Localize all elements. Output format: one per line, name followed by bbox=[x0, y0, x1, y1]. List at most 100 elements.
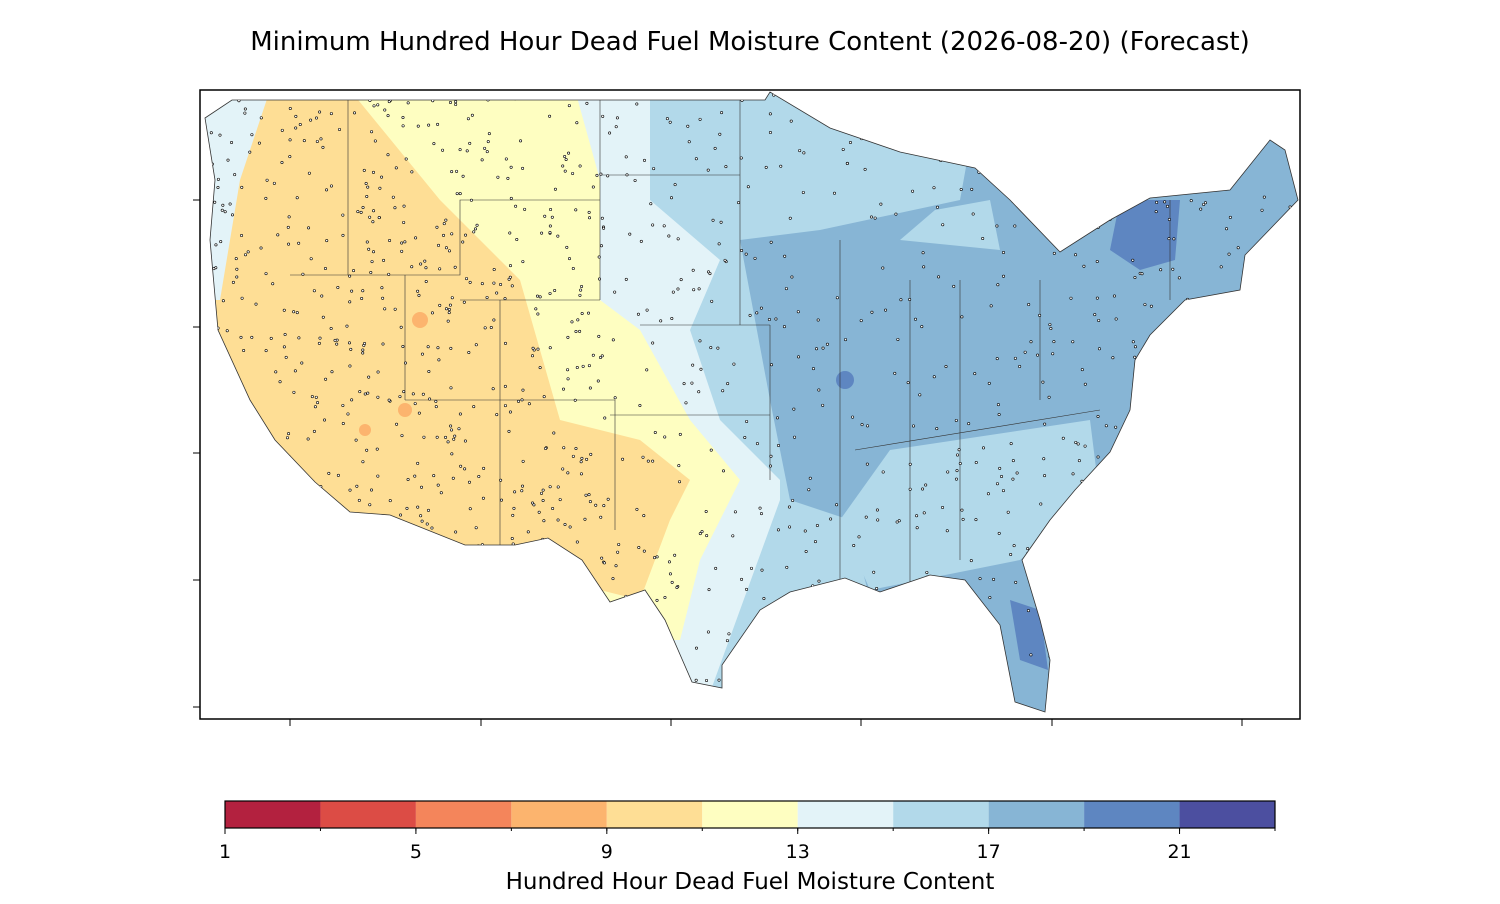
station-dot bbox=[707, 588, 711, 592]
station-dot bbox=[432, 142, 436, 146]
station-dot bbox=[705, 534, 709, 538]
station-dot bbox=[370, 130, 374, 134]
station-dot bbox=[520, 398, 524, 402]
station-dot bbox=[776, 528, 780, 532]
station-dot bbox=[733, 510, 737, 514]
station-dot bbox=[659, 319, 663, 323]
station-dot bbox=[876, 518, 880, 522]
station-dot bbox=[240, 234, 244, 238]
colorbar-segment bbox=[893, 801, 989, 828]
station-dot bbox=[235, 267, 239, 271]
station-dot bbox=[1011, 459, 1015, 463]
station-dot bbox=[259, 116, 263, 120]
station-dot bbox=[492, 281, 496, 285]
station-dot bbox=[1159, 268, 1163, 272]
station-dot bbox=[579, 460, 583, 464]
station-dot bbox=[422, 435, 426, 439]
station-dot bbox=[348, 488, 352, 492]
station-dot bbox=[998, 466, 1002, 470]
station-dot bbox=[1189, 199, 1193, 203]
station-dot bbox=[995, 224, 999, 228]
station-dot bbox=[521, 459, 525, 463]
station-dot bbox=[587, 311, 591, 315]
station-dot bbox=[221, 203, 225, 207]
station-dot bbox=[745, 419, 749, 423]
station-dot bbox=[414, 236, 418, 240]
colorbar-tick-label: 9 bbox=[601, 841, 613, 863]
station-dot bbox=[881, 266, 885, 270]
station-dot bbox=[508, 275, 512, 279]
station-dot bbox=[286, 225, 290, 229]
station-dot bbox=[361, 206, 365, 210]
station-dot bbox=[508, 231, 512, 235]
station-dot bbox=[434, 405, 438, 409]
station-dot bbox=[989, 304, 993, 308]
station-dot bbox=[727, 632, 731, 636]
station-dot bbox=[667, 234, 671, 238]
station-dot bbox=[1047, 395, 1051, 399]
station-dot bbox=[954, 477, 958, 481]
station-dot bbox=[480, 158, 484, 162]
station-dot bbox=[811, 367, 815, 371]
station-dot bbox=[354, 438, 358, 442]
station-dot bbox=[240, 185, 244, 189]
station-dot bbox=[411, 392, 415, 396]
station-dot bbox=[585, 101, 589, 105]
station-dot bbox=[239, 335, 243, 339]
station-dot bbox=[453, 434, 457, 438]
colorbar-tick-label: 17 bbox=[977, 841, 1001, 863]
station-dot bbox=[382, 258, 386, 262]
station-dot bbox=[264, 272, 268, 276]
station-dot bbox=[467, 351, 471, 355]
station-dot bbox=[461, 174, 465, 178]
station-dot bbox=[792, 407, 796, 411]
station-dot bbox=[677, 464, 681, 468]
station-dot bbox=[996, 403, 1000, 407]
station-dot bbox=[387, 100, 391, 104]
station-dot bbox=[1083, 444, 1087, 448]
station-dot bbox=[663, 596, 667, 600]
station-dot bbox=[1076, 442, 1080, 446]
station-dot bbox=[288, 155, 292, 159]
station-dot bbox=[1097, 347, 1101, 351]
station-dot bbox=[759, 512, 763, 516]
station-dot bbox=[515, 238, 519, 242]
station-dot bbox=[1006, 510, 1010, 514]
station-dot bbox=[294, 126, 298, 130]
station-dot bbox=[503, 404, 507, 408]
station-dot bbox=[759, 306, 763, 310]
station-dot bbox=[315, 139, 319, 143]
station-dot bbox=[896, 337, 900, 341]
station-dot bbox=[699, 367, 703, 371]
station-dot bbox=[1131, 258, 1135, 262]
station-dot bbox=[401, 344, 405, 348]
station-dot bbox=[228, 202, 232, 206]
station-dot bbox=[946, 470, 950, 474]
station-dot bbox=[432, 474, 436, 478]
station-dot bbox=[541, 488, 545, 492]
station-dot bbox=[617, 542, 621, 546]
station-dot bbox=[835, 503, 839, 507]
station-dot bbox=[945, 529, 949, 533]
station-dot bbox=[209, 131, 213, 135]
station-dot bbox=[615, 116, 619, 120]
station-dot bbox=[566, 377, 570, 381]
station-dot bbox=[348, 274, 352, 278]
station-dot bbox=[697, 390, 701, 394]
station-dot bbox=[216, 177, 220, 181]
station-dot bbox=[1203, 201, 1207, 205]
station-dot bbox=[464, 233, 468, 237]
station-dot bbox=[670, 580, 674, 584]
station-dot bbox=[450, 428, 454, 432]
station-dot bbox=[474, 343, 478, 347]
station-dot bbox=[419, 514, 423, 518]
station-dot bbox=[639, 239, 643, 243]
station-dot bbox=[676, 237, 680, 241]
station-dot bbox=[807, 488, 811, 492]
station-dot bbox=[981, 237, 985, 241]
colorbar-segment bbox=[797, 801, 894, 828]
station-dot bbox=[427, 123, 431, 127]
station-dot bbox=[435, 435, 439, 439]
station-dot bbox=[941, 506, 945, 510]
station-dot bbox=[1077, 459, 1081, 463]
